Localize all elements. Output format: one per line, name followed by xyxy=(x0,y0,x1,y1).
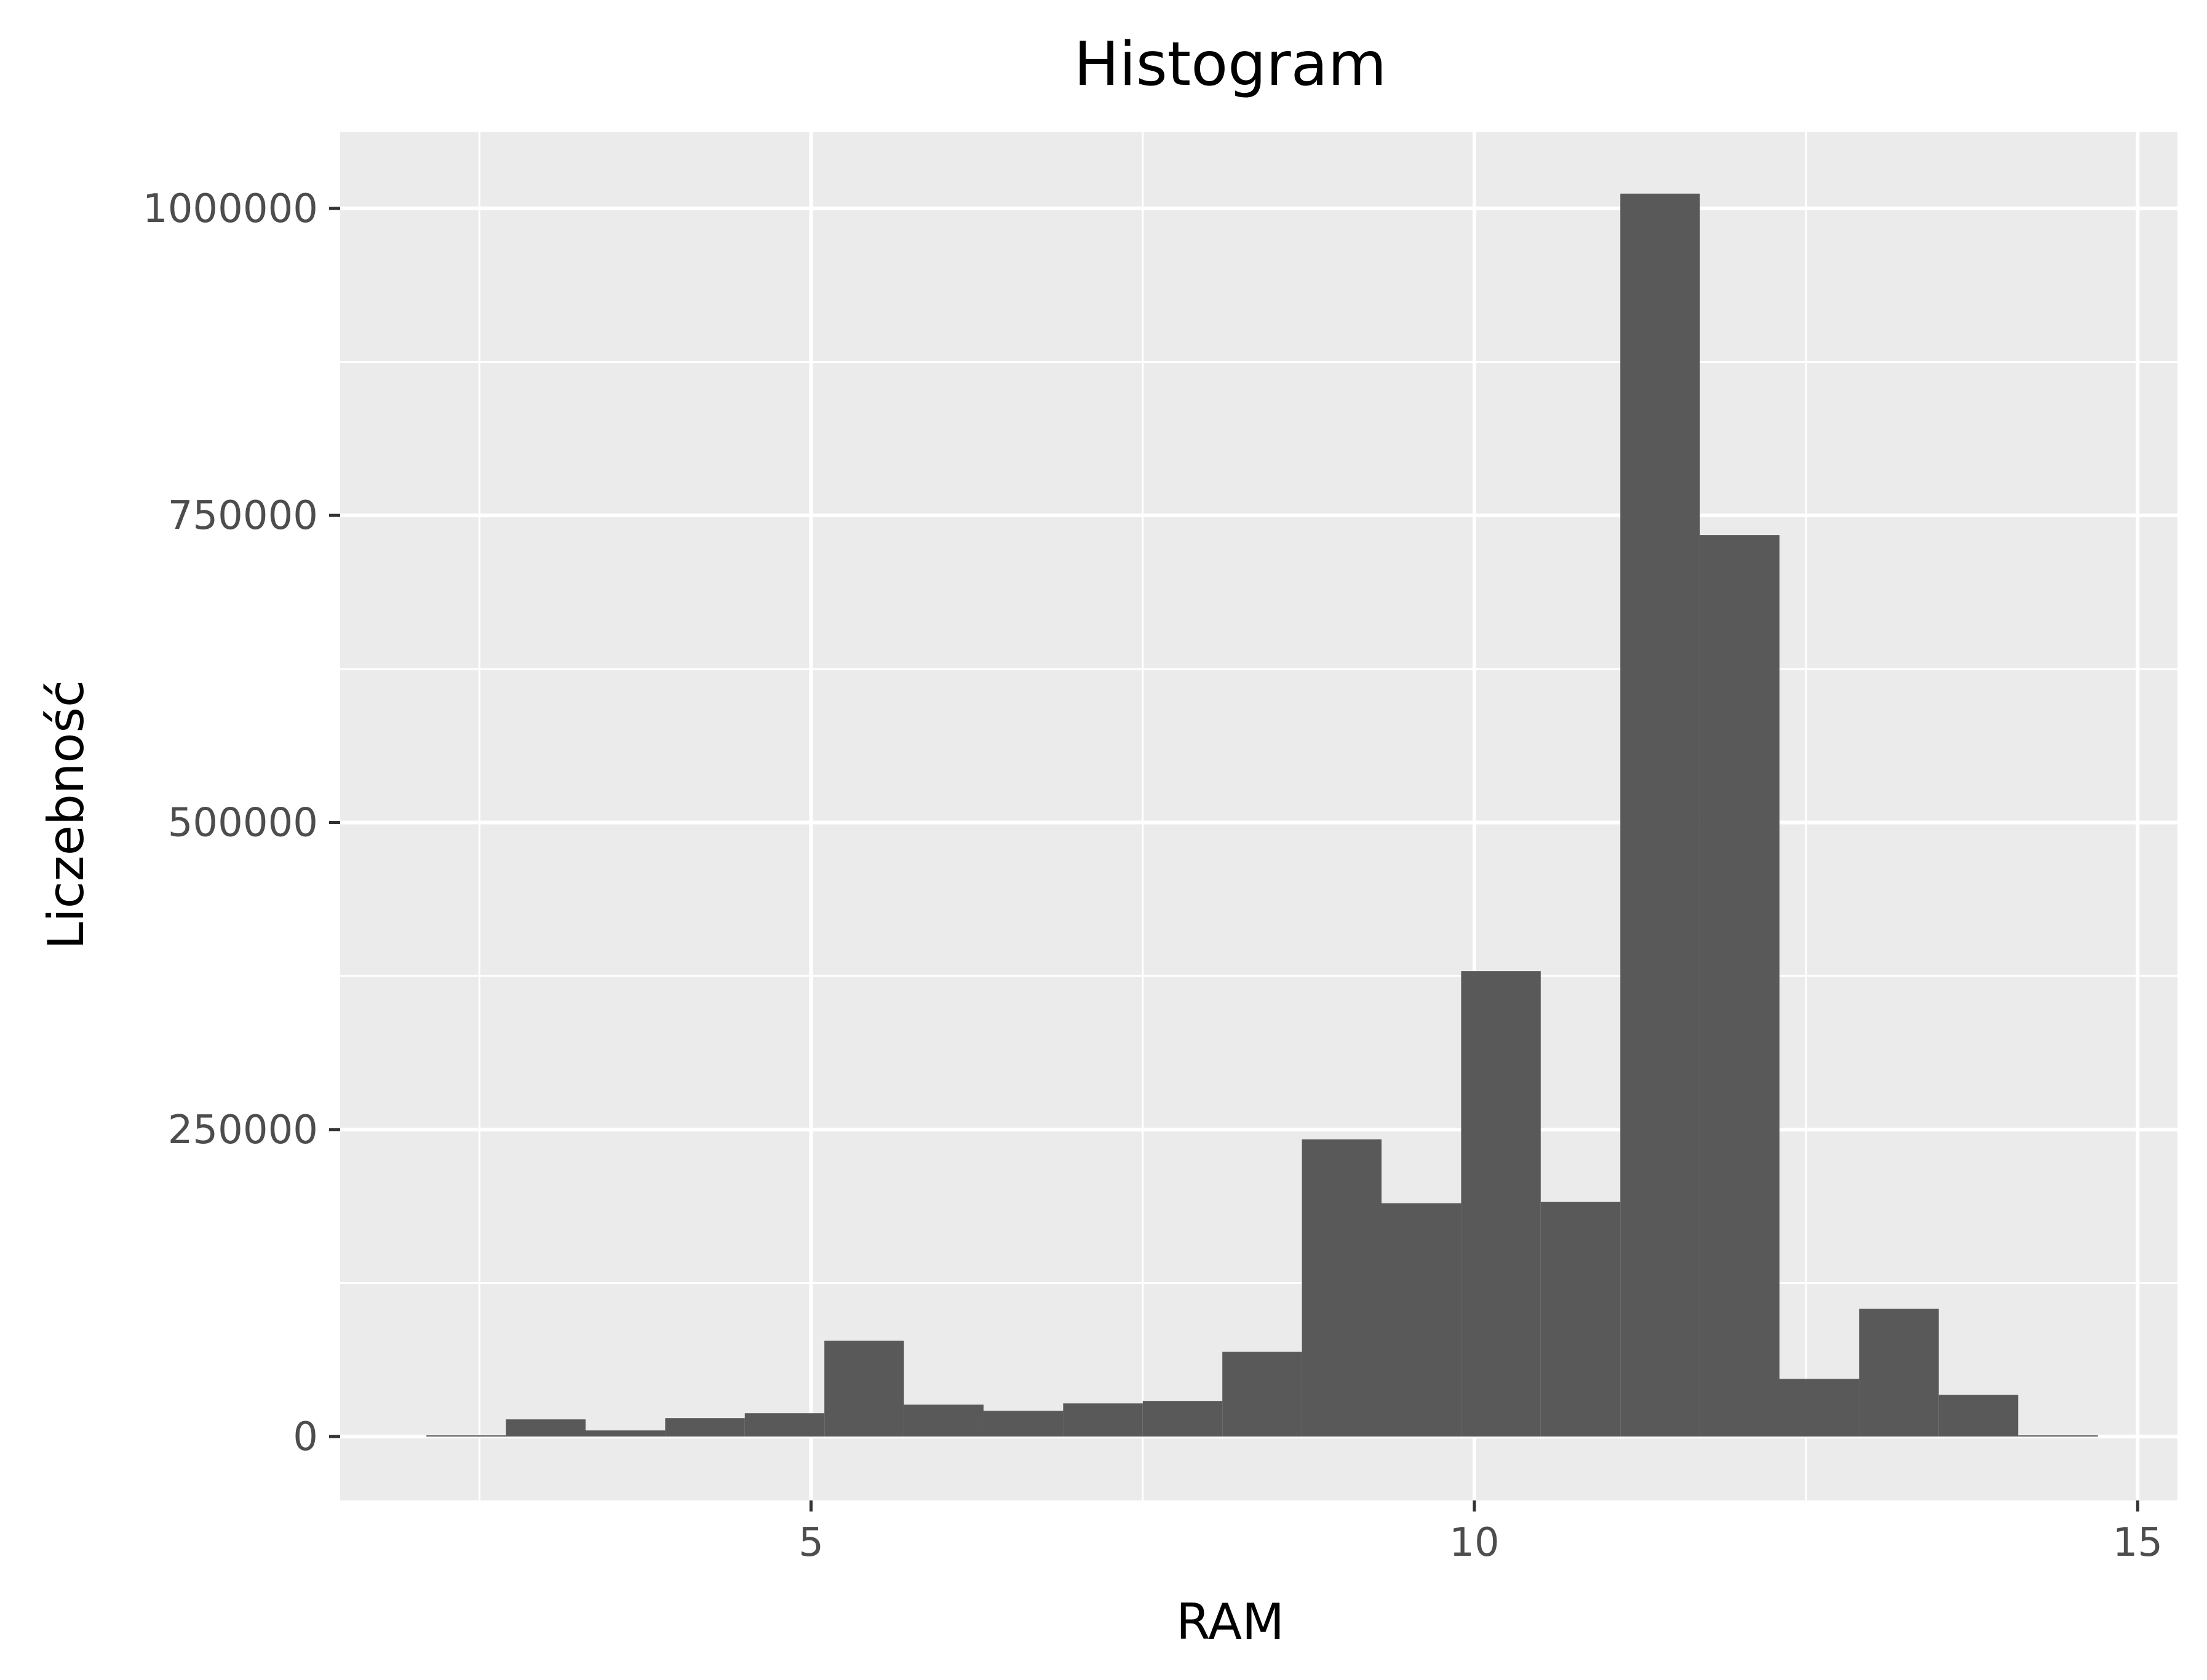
histogram-bar-12 xyxy=(1381,1203,1461,1437)
y-tick-label-0: 0 xyxy=(293,1414,318,1460)
histogram-bar-15 xyxy=(1620,193,1700,1437)
y-tick-label-3: 750000 xyxy=(168,493,318,539)
histogram-bar-20 xyxy=(2018,1435,2098,1437)
x-tick-label-0: 5 xyxy=(798,1520,824,1566)
y-tick-label-1: 250000 xyxy=(168,1107,318,1153)
histogram-bar-18 xyxy=(1859,1309,1939,1437)
x-tick-label-2: 15 xyxy=(2113,1520,2163,1566)
y-tick-label-2: 500000 xyxy=(168,800,318,846)
histogram-bar-7 xyxy=(983,1411,1064,1437)
minor-gridlines xyxy=(340,132,2177,1500)
histogram-bar-10 xyxy=(1222,1352,1302,1437)
histogram-bar-17 xyxy=(1779,1379,1859,1437)
histogram-bar-0 xyxy=(426,1435,506,1437)
x-tick-label-1: 10 xyxy=(1449,1520,1499,1566)
chart-title: Histogram xyxy=(1074,30,1386,100)
x-axis-label: RAM xyxy=(1176,1593,1284,1650)
histogram-bar-1 xyxy=(506,1419,586,1437)
histogram-bar-11 xyxy=(1302,1139,1382,1437)
y-tick-label-4: 1000000 xyxy=(143,186,318,232)
histogram-bar-9 xyxy=(1142,1401,1223,1437)
histogram-bar-14 xyxy=(1540,1202,1621,1437)
histogram-bar-5 xyxy=(824,1341,904,1437)
y-axis: 0 250000 500000 750000 1000000 xyxy=(143,186,340,1460)
plot-panel xyxy=(340,132,2177,1500)
histogram-bar-4 xyxy=(744,1413,825,1437)
histogram-bar-3 xyxy=(665,1418,745,1437)
histogram-bars xyxy=(426,193,2098,1437)
histogram-bar-13 xyxy=(1461,971,1541,1437)
histogram-bar-19 xyxy=(1938,1395,2019,1437)
histogram-bar-16 xyxy=(1700,535,1780,1437)
y-axis-label: Liczebność xyxy=(38,680,95,949)
x-axis: 5 10 15 xyxy=(798,1500,2163,1566)
histogram-bar-6 xyxy=(904,1405,984,1437)
histogram-bar-8 xyxy=(1063,1403,1143,1437)
histogram-bar-2 xyxy=(585,1430,666,1437)
